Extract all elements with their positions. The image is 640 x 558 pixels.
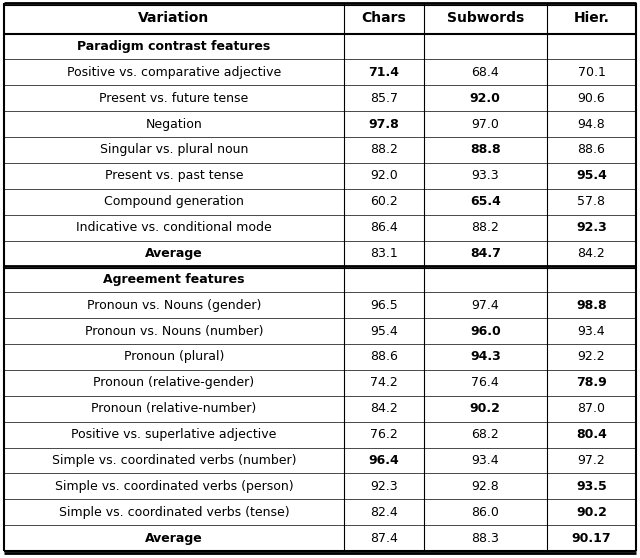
- Text: Singular vs. plural noun: Singular vs. plural noun: [100, 143, 248, 156]
- Text: 93.4: 93.4: [578, 325, 605, 338]
- Text: 76.4: 76.4: [472, 376, 499, 389]
- Text: 60.2: 60.2: [370, 195, 397, 208]
- Text: 92.8: 92.8: [472, 480, 499, 493]
- Text: 83.1: 83.1: [370, 247, 397, 260]
- Bar: [4, 318, 636, 344]
- Text: 88.6: 88.6: [577, 143, 605, 156]
- Text: 93.3: 93.3: [472, 170, 499, 182]
- Text: 84.7: 84.7: [470, 247, 500, 260]
- Text: 87.4: 87.4: [370, 532, 398, 545]
- Text: 65.4: 65.4: [470, 195, 500, 208]
- Text: 98.8: 98.8: [576, 299, 607, 312]
- Text: Compound generation: Compound generation: [104, 195, 244, 208]
- Text: 96.4: 96.4: [369, 454, 399, 467]
- Bar: [4, 266, 636, 292]
- Text: Pronoun vs. Nouns (number): Pronoun vs. Nouns (number): [84, 325, 263, 338]
- Text: Positive vs. superlative adjective: Positive vs. superlative adjective: [71, 428, 276, 441]
- Bar: [4, 3, 636, 33]
- Text: 97.8: 97.8: [369, 118, 399, 131]
- Text: 97.0: 97.0: [471, 118, 499, 131]
- Text: Positive vs. comparative adjective: Positive vs. comparative adjective: [67, 66, 281, 79]
- Bar: [4, 292, 636, 318]
- Text: Simple vs. coordinated verbs (number): Simple vs. coordinated verbs (number): [52, 454, 296, 467]
- Text: Subwords: Subwords: [447, 11, 524, 25]
- Text: Simple vs. coordinated verbs (tense): Simple vs. coordinated verbs (tense): [59, 506, 289, 519]
- Text: 90.6: 90.6: [577, 92, 605, 105]
- Text: Pronoun (relative-gender): Pronoun (relative-gender): [93, 376, 255, 389]
- Text: Average: Average: [145, 532, 203, 545]
- Text: 88.3: 88.3: [471, 532, 499, 545]
- Text: 86.4: 86.4: [370, 221, 397, 234]
- Text: Indicative vs. conditional mode: Indicative vs. conditional mode: [76, 221, 272, 234]
- Bar: [4, 344, 636, 370]
- Bar: [4, 422, 636, 448]
- Bar: [4, 499, 636, 525]
- Text: 94.3: 94.3: [470, 350, 500, 363]
- Bar: [4, 525, 636, 551]
- Text: 90.2: 90.2: [576, 506, 607, 519]
- Bar: [4, 163, 636, 189]
- Text: 86.0: 86.0: [471, 506, 499, 519]
- Text: Variation: Variation: [138, 11, 210, 25]
- Text: 92.0: 92.0: [370, 170, 397, 182]
- Text: 70.1: 70.1: [577, 66, 605, 79]
- Text: 88.6: 88.6: [370, 350, 398, 363]
- Text: Hier.: Hier.: [573, 11, 609, 25]
- Bar: [4, 137, 636, 163]
- Text: 93.4: 93.4: [472, 454, 499, 467]
- Bar: [4, 370, 636, 396]
- Text: 74.2: 74.2: [370, 376, 397, 389]
- Text: 84.2: 84.2: [577, 247, 605, 260]
- Text: 90.2: 90.2: [470, 402, 500, 415]
- Text: 87.0: 87.0: [577, 402, 605, 415]
- Text: 93.5: 93.5: [576, 480, 607, 493]
- Text: Simple vs. coordinated verbs (person): Simple vs. coordinated verbs (person): [54, 480, 293, 493]
- Text: 97.4: 97.4: [472, 299, 499, 312]
- Text: 92.2: 92.2: [578, 350, 605, 363]
- Text: 97.2: 97.2: [577, 454, 605, 467]
- Text: 80.4: 80.4: [576, 428, 607, 441]
- Text: Agreement features: Agreement features: [103, 273, 244, 286]
- Text: Average: Average: [145, 247, 203, 260]
- Text: 84.2: 84.2: [370, 402, 397, 415]
- Bar: [4, 60, 636, 85]
- Text: 82.4: 82.4: [370, 506, 397, 519]
- Text: 95.4: 95.4: [576, 170, 607, 182]
- Text: Negation: Negation: [146, 118, 202, 131]
- Text: Pronoun vs. Nouns (gender): Pronoun vs. Nouns (gender): [87, 299, 261, 312]
- Bar: [4, 85, 636, 111]
- Text: Present vs. future tense: Present vs. future tense: [99, 92, 248, 105]
- Text: 94.8: 94.8: [577, 118, 605, 131]
- Text: 95.4: 95.4: [370, 325, 397, 338]
- Text: 88.2: 88.2: [370, 143, 398, 156]
- Bar: [4, 111, 636, 137]
- Text: Present vs. past tense: Present vs. past tense: [105, 170, 243, 182]
- Text: 71.4: 71.4: [369, 66, 399, 79]
- Text: 68.2: 68.2: [472, 428, 499, 441]
- Text: 68.4: 68.4: [472, 66, 499, 79]
- Text: 88.2: 88.2: [471, 221, 499, 234]
- Text: 78.9: 78.9: [576, 376, 607, 389]
- Bar: [4, 396, 636, 422]
- Bar: [4, 473, 636, 499]
- Text: 92.3: 92.3: [576, 221, 607, 234]
- Text: 96.5: 96.5: [370, 299, 397, 312]
- Text: 92.0: 92.0: [470, 92, 500, 105]
- Bar: [4, 240, 636, 266]
- Text: 90.17: 90.17: [572, 532, 611, 545]
- Text: Chars: Chars: [362, 11, 406, 25]
- Text: Pronoun (plural): Pronoun (plural): [124, 350, 224, 363]
- Text: 92.3: 92.3: [370, 480, 397, 493]
- Bar: [4, 189, 636, 215]
- Text: 85.7: 85.7: [370, 92, 398, 105]
- Bar: [4, 33, 636, 60]
- Bar: [4, 448, 636, 473]
- Bar: [4, 215, 636, 240]
- Text: 76.2: 76.2: [370, 428, 397, 441]
- Text: Paradigm contrast features: Paradigm contrast features: [77, 40, 271, 53]
- Text: 96.0: 96.0: [470, 325, 500, 338]
- Text: Pronoun (relative-number): Pronoun (relative-number): [92, 402, 257, 415]
- Text: 88.8: 88.8: [470, 143, 500, 156]
- Text: 57.8: 57.8: [577, 195, 605, 208]
